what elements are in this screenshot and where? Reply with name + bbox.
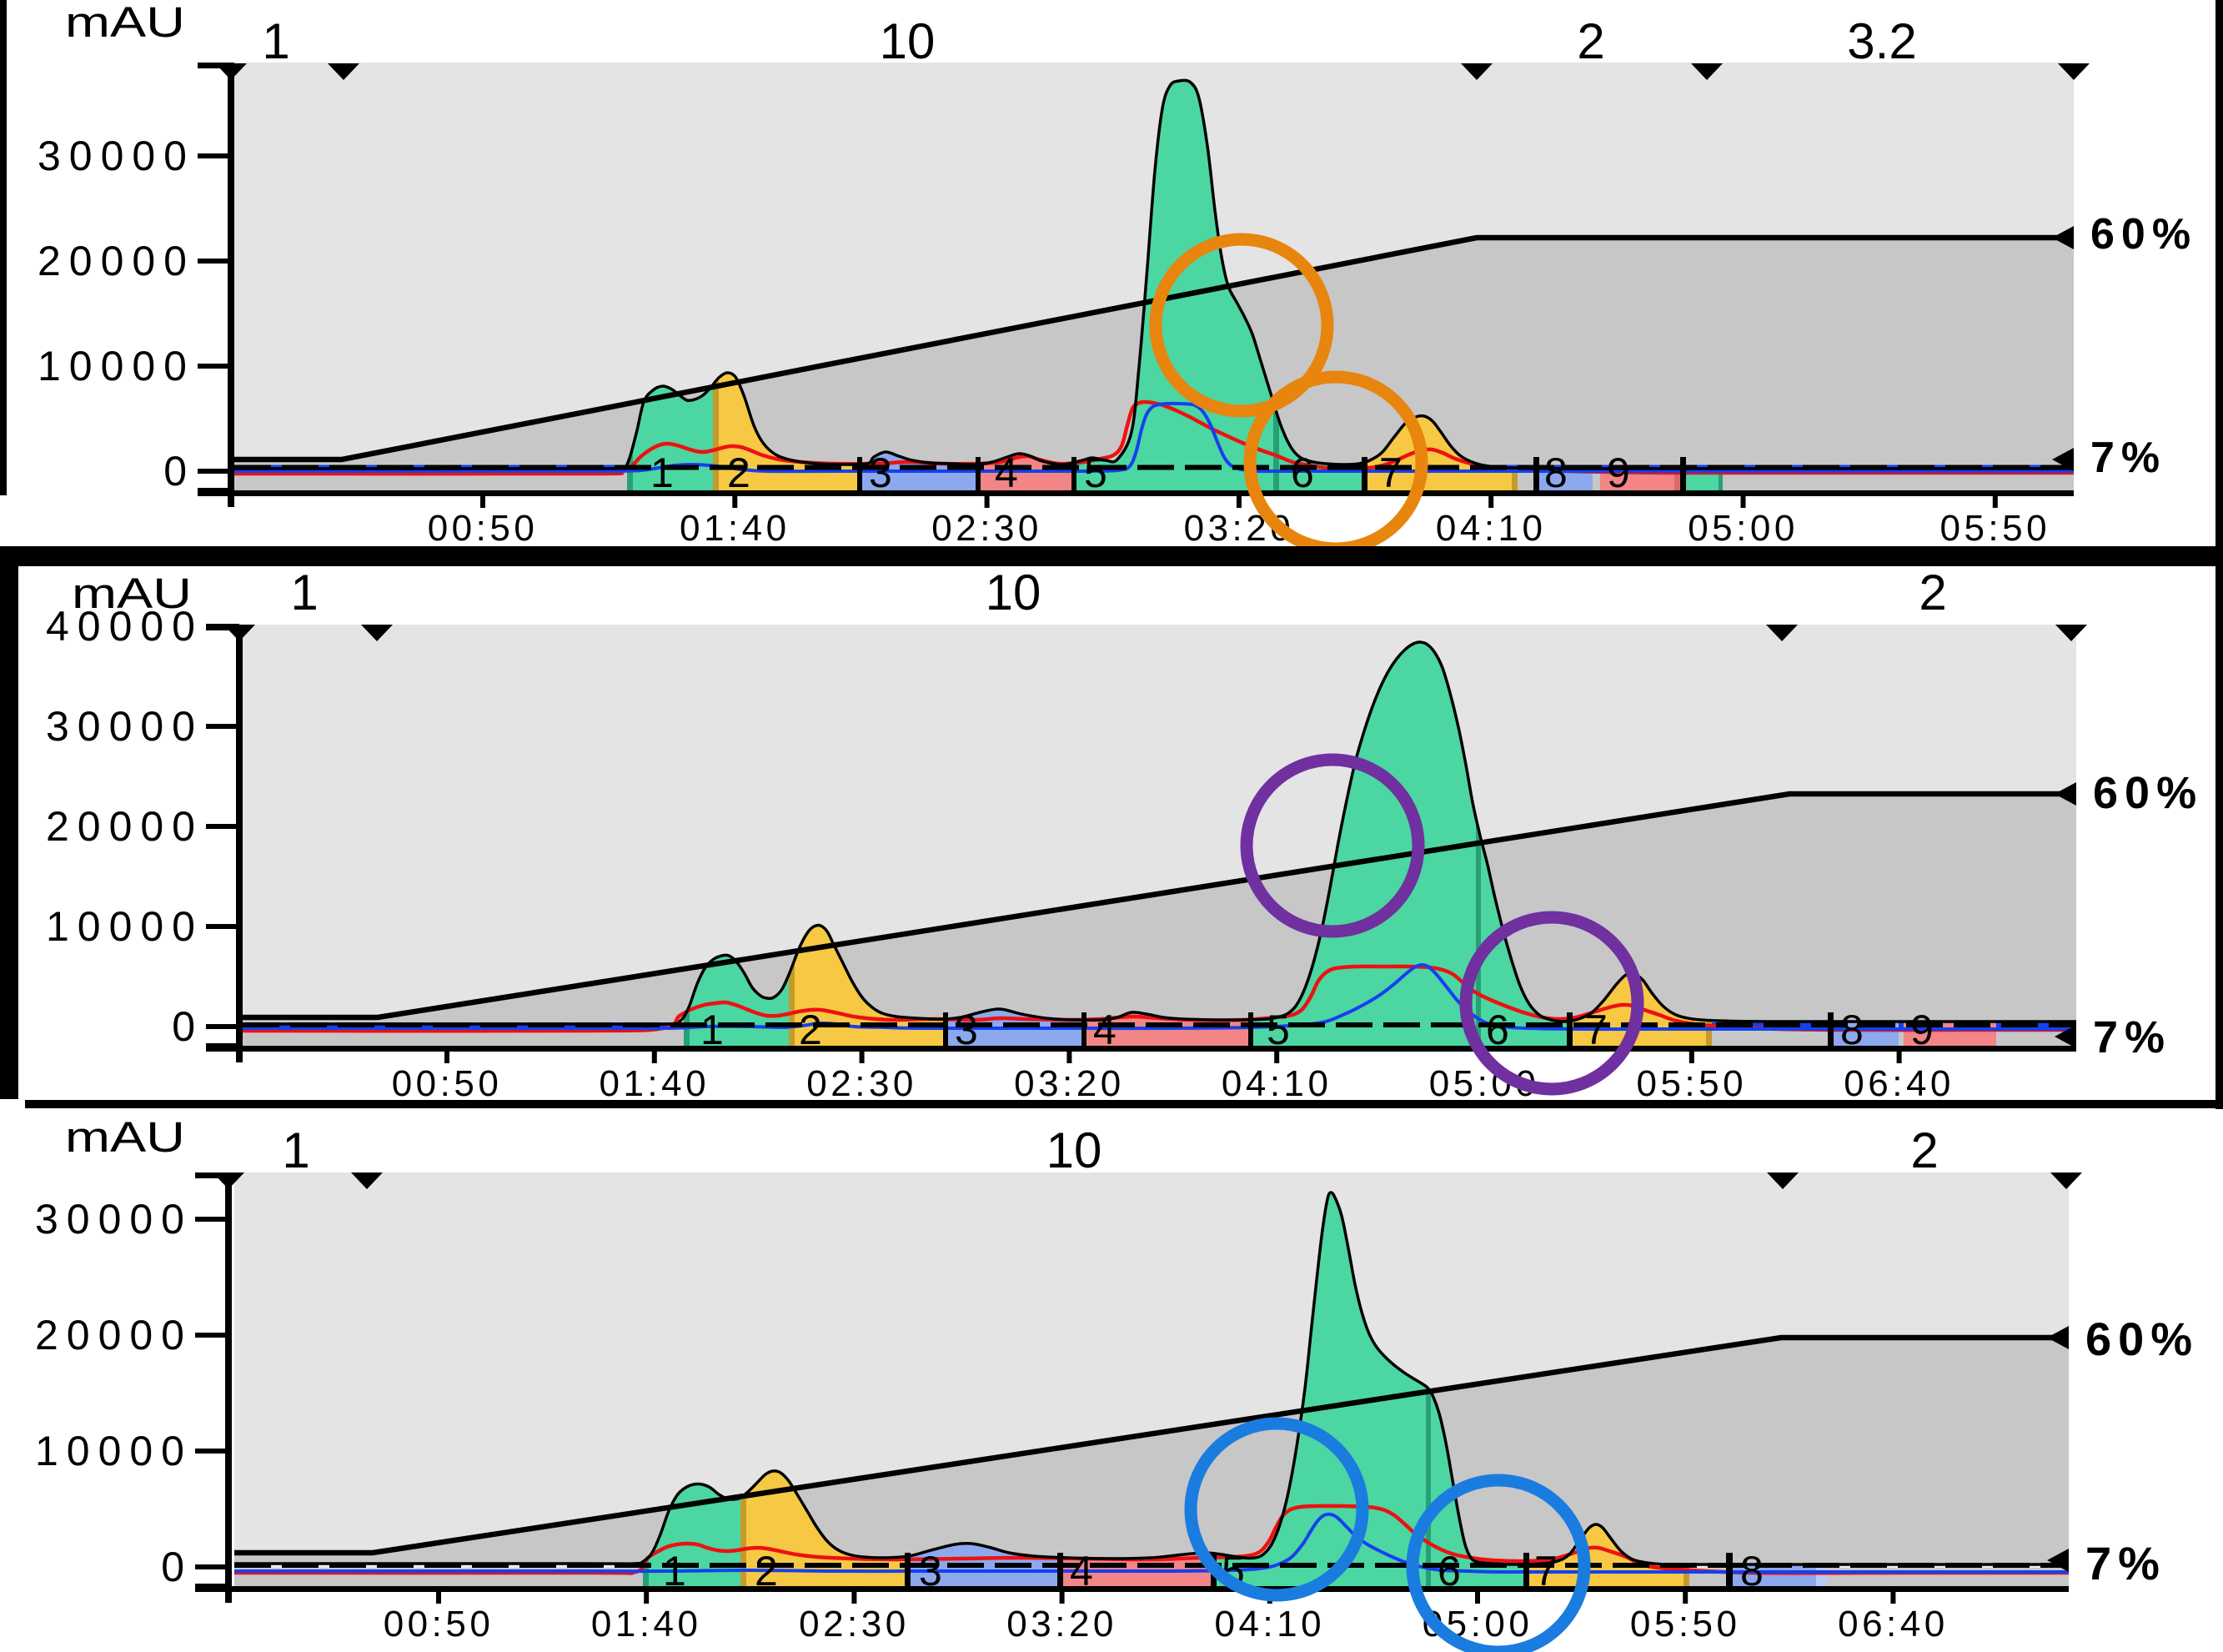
svg-text:01:40: 01:40 — [599, 1063, 710, 1104]
svg-text:8: 8 — [1840, 1007, 1864, 1053]
svg-text:02:30: 02:30 — [799, 1604, 910, 1644]
svg-text:3.2: 3.2 — [1847, 13, 1916, 69]
svg-text:10: 10 — [1046, 1122, 1102, 1178]
svg-text:0: 0 — [163, 448, 195, 495]
svg-text:mAU: mAU — [65, 0, 185, 46]
svg-text:7%: 7% — [2093, 1012, 2171, 1062]
svg-text:60%: 60% — [2090, 210, 2197, 259]
svg-text:10: 10 — [986, 565, 1041, 620]
svg-text:mAU: mAU — [65, 1114, 185, 1162]
svg-text:8: 8 — [1544, 449, 1568, 496]
svg-text:20000: 20000 — [38, 238, 195, 284]
svg-text:60%: 60% — [2085, 1313, 2199, 1365]
svg-text:1: 1 — [700, 1007, 724, 1053]
svg-text:5: 5 — [1267, 1007, 1290, 1053]
svg-text:02:30: 02:30 — [806, 1063, 917, 1104]
svg-text:7%: 7% — [2085, 1537, 2166, 1589]
svg-text:2: 2 — [1919, 565, 1946, 620]
svg-text:mAU: mAU — [72, 570, 192, 618]
svg-text:03:20: 03:20 — [1006, 1604, 1117, 1644]
svg-text:1: 1 — [650, 449, 674, 496]
svg-text:1: 1 — [282, 1122, 309, 1178]
svg-text:00:50: 00:50 — [392, 1063, 503, 1104]
svg-text:04:10: 04:10 — [1222, 1063, 1332, 1104]
svg-text:7%: 7% — [2090, 434, 2166, 482]
svg-text:10: 10 — [880, 13, 936, 69]
svg-text:05:50: 05:50 — [1636, 1063, 1747, 1104]
svg-text:6: 6 — [1486, 1007, 1509, 1053]
svg-text:60%: 60% — [2093, 768, 2203, 818]
svg-text:20000: 20000 — [46, 803, 203, 850]
svg-text:1: 1 — [262, 13, 289, 69]
svg-text:05:50: 05:50 — [1630, 1604, 1741, 1644]
svg-text:06:40: 06:40 — [1844, 1063, 1955, 1104]
svg-text:00:50: 00:50 — [384, 1604, 494, 1644]
svg-text:9: 9 — [1910, 1007, 1934, 1053]
svg-text:01:40: 01:40 — [591, 1604, 702, 1644]
svg-text:6: 6 — [1291, 449, 1314, 496]
svg-text:2: 2 — [799, 1007, 822, 1053]
svg-text:10000: 10000 — [35, 1428, 193, 1474]
svg-text:1: 1 — [290, 565, 318, 620]
svg-text:06:40: 06:40 — [1838, 1604, 1949, 1644]
svg-text:10000: 10000 — [46, 903, 203, 950]
svg-text:2: 2 — [1910, 1122, 1938, 1178]
svg-text:3: 3 — [869, 449, 892, 496]
svg-text:01:40: 01:40 — [680, 508, 790, 549]
svg-text:30000: 30000 — [35, 1196, 193, 1243]
svg-text:4: 4 — [1093, 1007, 1117, 1053]
svg-text:7: 7 — [1584, 1007, 1608, 1053]
svg-text:9: 9 — [1607, 449, 1630, 496]
svg-text:00:50: 00:50 — [428, 508, 539, 549]
svg-text:30000: 30000 — [46, 703, 203, 750]
svg-text:0: 0 — [172, 1003, 203, 1050]
svg-text:5: 5 — [1084, 449, 1107, 496]
svg-text:04:10: 04:10 — [1214, 1604, 1325, 1644]
svg-text:2: 2 — [727, 449, 750, 496]
svg-text:4: 4 — [995, 449, 1018, 496]
svg-text:10000: 10000 — [38, 343, 195, 389]
svg-text:40000: 40000 — [46, 603, 203, 650]
svg-text:0: 0 — [161, 1544, 193, 1590]
svg-text:30000: 30000 — [38, 133, 195, 179]
svg-text:20000: 20000 — [35, 1312, 193, 1358]
svg-text:3: 3 — [955, 1007, 978, 1053]
svg-text:7: 7 — [1379, 449, 1403, 496]
svg-text:2: 2 — [1577, 13, 1604, 69]
svg-text:03:20: 03:20 — [1014, 1063, 1125, 1104]
svg-text:05:50: 05:50 — [1939, 508, 2050, 549]
svg-text:05:00: 05:00 — [1688, 508, 1799, 549]
svg-text:02:30: 02:30 — [931, 508, 1042, 549]
svg-text:04:10: 04:10 — [1436, 508, 1547, 549]
